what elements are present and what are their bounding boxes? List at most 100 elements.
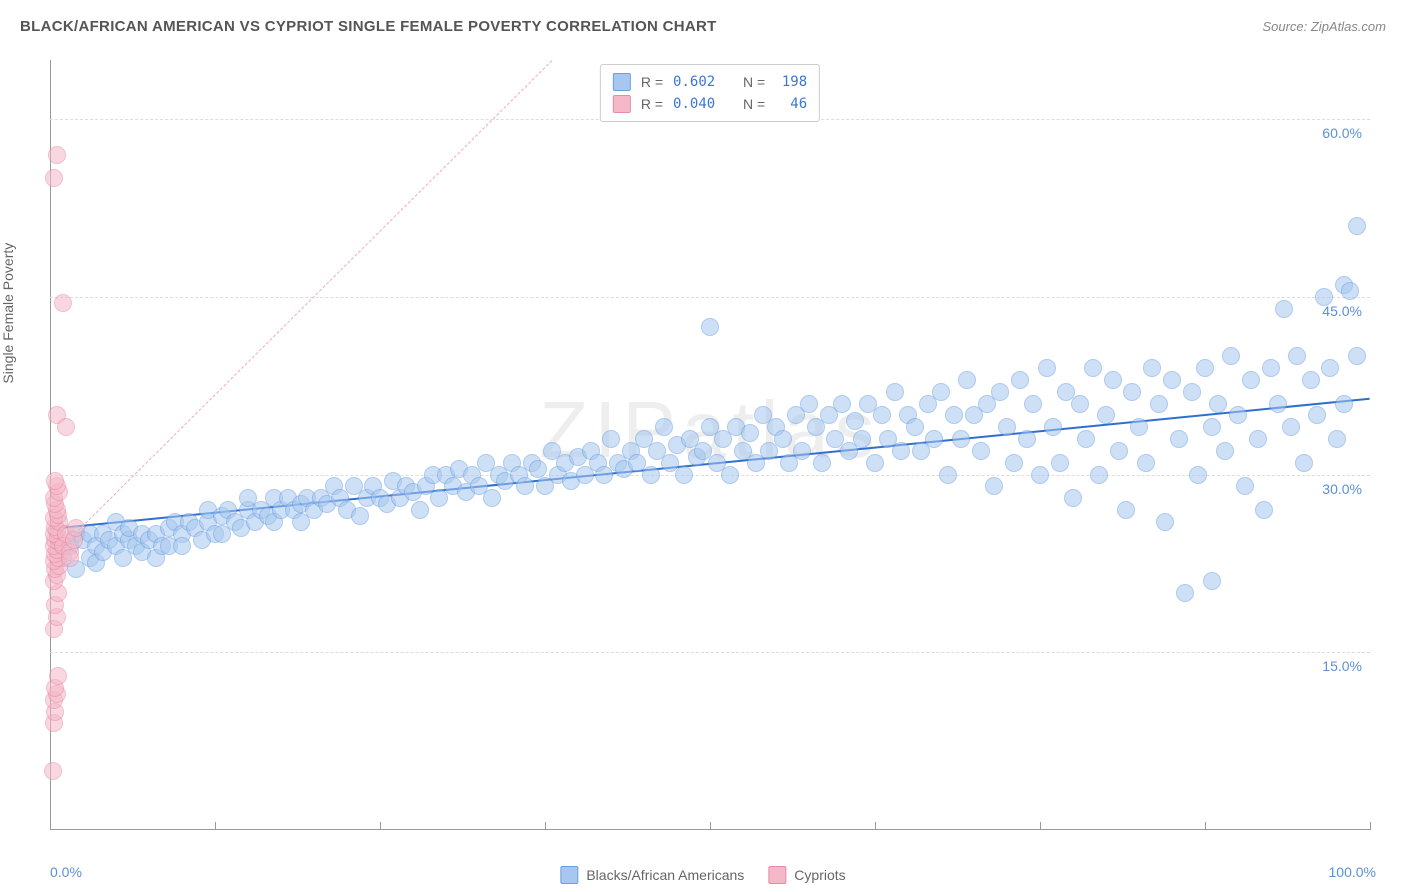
data-point (1137, 454, 1155, 472)
data-point (846, 412, 864, 430)
x-tick (710, 822, 711, 830)
legend-stat-row: R = 0.040 N = 46 (613, 93, 807, 115)
data-point (1348, 347, 1366, 365)
data-point (793, 442, 811, 460)
data-point (1315, 288, 1333, 306)
data-point (721, 466, 739, 484)
data-point (945, 406, 963, 424)
data-point (642, 466, 660, 484)
legend-item: Blacks/African Americans (560, 866, 744, 884)
data-point (1176, 584, 1194, 602)
x-axis-max-label: 100.0% (1329, 864, 1376, 880)
x-tick (380, 822, 381, 830)
data-point (1262, 359, 1280, 377)
data-point (1011, 371, 1029, 389)
data-point (1130, 418, 1148, 436)
data-point (853, 430, 871, 448)
source-attribution: Source: ZipAtlas.com (1262, 19, 1386, 34)
data-point (1302, 371, 1320, 389)
data-point (813, 454, 831, 472)
data-point (1084, 359, 1102, 377)
data-point (529, 460, 547, 478)
data-point (1189, 466, 1207, 484)
data-point (873, 406, 891, 424)
data-point (800, 395, 818, 413)
data-point (49, 667, 67, 685)
data-point (1143, 359, 1161, 377)
legend-item: Cypriots (768, 866, 845, 884)
legend-swatch (768, 866, 786, 884)
data-point (932, 383, 950, 401)
y-axis-label: Single Female Poverty (0, 243, 16, 384)
data-point (483, 489, 501, 507)
data-point (1348, 217, 1366, 235)
data-point (1222, 347, 1240, 365)
data-point (655, 418, 673, 436)
chart-title: BLACK/AFRICAN AMERICAN VS CYPRIOT SINGLE… (20, 18, 717, 35)
data-point (1328, 430, 1346, 448)
data-point (1110, 442, 1128, 460)
data-point (1018, 430, 1036, 448)
data-point (1170, 430, 1188, 448)
x-tick (215, 822, 216, 830)
data-point (1269, 395, 1287, 413)
data-point (1163, 371, 1181, 389)
data-point (892, 442, 910, 460)
data-point (1117, 501, 1135, 519)
data-point (1203, 572, 1221, 590)
data-point (1031, 466, 1049, 484)
data-point (701, 318, 719, 336)
x-tick (50, 822, 51, 830)
data-point (1044, 418, 1062, 436)
x-tick (1370, 822, 1371, 830)
data-point (173, 537, 191, 555)
data-point (1064, 489, 1082, 507)
data-point (48, 146, 66, 164)
legend-swatch (613, 95, 631, 113)
data-point (741, 424, 759, 442)
data-point (1321, 359, 1339, 377)
data-point (516, 477, 534, 495)
data-point (1090, 466, 1108, 484)
legend-stats: R = 0.602 N = 198R = 0.040 N = 46 (600, 64, 820, 122)
data-point (1341, 282, 1359, 300)
data-point (1104, 371, 1122, 389)
data-point (886, 383, 904, 401)
data-point (985, 477, 1003, 495)
y-tick-label: 15.0% (1322, 658, 1362, 674)
scatter-plot-area: ZIPatlas 15.0%30.0%45.0%60.0%R = 0.602 N… (50, 60, 1370, 830)
legend-swatch (613, 73, 631, 91)
data-point (774, 430, 792, 448)
data-point (1156, 513, 1174, 531)
data-point (61, 549, 79, 567)
data-point (1024, 395, 1042, 413)
y-tick-label: 45.0% (1322, 303, 1362, 319)
data-point (1150, 395, 1168, 413)
data-point (54, 294, 72, 312)
legend-bottom: Blacks/African Americans Cypriots (560, 866, 845, 884)
data-point (991, 383, 1009, 401)
data-point (939, 466, 957, 484)
data-point (57, 418, 75, 436)
data-point (1051, 454, 1069, 472)
data-point (1209, 395, 1227, 413)
data-point (46, 472, 64, 490)
x-tick (545, 822, 546, 830)
data-point (1236, 477, 1254, 495)
data-point (1229, 406, 1247, 424)
data-point (1216, 442, 1234, 460)
legend-stat-row: R = 0.602 N = 198 (613, 71, 807, 93)
data-point (1071, 395, 1089, 413)
data-point (1123, 383, 1141, 401)
data-point (1275, 300, 1293, 318)
data-point (1203, 418, 1221, 436)
gridline (50, 652, 1370, 653)
data-point (1295, 454, 1313, 472)
data-point (675, 466, 693, 484)
data-point (1038, 359, 1056, 377)
data-point (833, 395, 851, 413)
data-point (1308, 406, 1326, 424)
data-point (1282, 418, 1300, 436)
gridline (50, 475, 1370, 476)
data-point (44, 762, 62, 780)
